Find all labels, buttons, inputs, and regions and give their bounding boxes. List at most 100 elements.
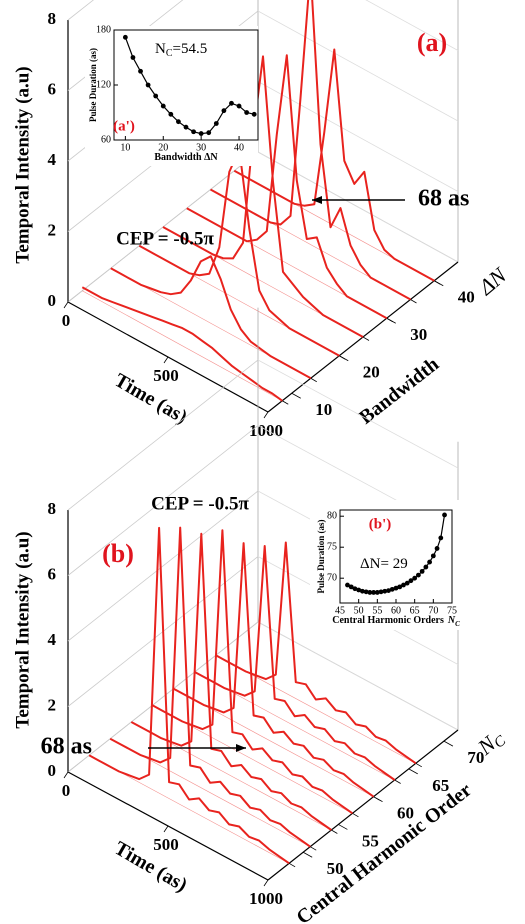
y-tick-label: 120 <box>96 79 111 90</box>
grid-line <box>67 359 259 511</box>
inset-note-main: N <box>155 41 166 57</box>
data-point <box>442 512 447 518</box>
z-axis-title: Temporal Intensity (a.u) <box>12 531 33 728</box>
x-axis-title-main: Central Harmonic Orders <box>332 615 444 626</box>
y-axis-title: Pulse Duration (as) <box>88 48 98 122</box>
y-tick-label: 75 <box>327 541 337 552</box>
y-tick-label: 60 <box>101 134 111 145</box>
y-tick-label: 60 <box>397 804 414 823</box>
trace-depth-tick <box>410 299 417 304</box>
trace-depth-tick <box>394 779 401 784</box>
data-point <box>213 121 219 126</box>
data-point <box>438 535 444 541</box>
grid-line <box>257 81 459 192</box>
data-point <box>229 100 234 106</box>
trace-line <box>109 526 311 848</box>
z-tick-label: 6 <box>48 564 57 583</box>
data-point <box>153 93 159 99</box>
data-point <box>404 580 410 586</box>
trace-depth-tick <box>288 862 296 868</box>
inset-note: ΔN= 29 <box>360 556 408 572</box>
data-point <box>419 568 425 574</box>
data-point <box>427 559 432 565</box>
data-point <box>183 124 189 130</box>
panel-label: (a) <box>417 28 447 57</box>
data-point <box>393 585 399 591</box>
grid-line <box>257 359 459 469</box>
trace-line <box>186 54 388 320</box>
x-tick-label: 10 <box>120 142 130 153</box>
data-point <box>408 578 414 584</box>
panel-label: (b) <box>102 539 134 568</box>
trace-baseline <box>82 290 283 402</box>
y-axis-title: Central Harmonic Order <box>292 779 475 924</box>
y-tick-label: 20 <box>363 363 380 382</box>
trace-depth-tick <box>352 812 359 818</box>
trace-depth-tick <box>434 280 441 285</box>
data-point <box>371 590 376 595</box>
y-tick-label: 80 <box>327 510 337 521</box>
x-axis-title: Time (as) <box>110 369 190 428</box>
y-tick-label: 70 <box>327 572 337 583</box>
grid-line <box>67 425 259 576</box>
data-point <box>138 68 143 74</box>
data-point <box>378 589 384 595</box>
y-tick <box>443 740 454 747</box>
data-point <box>401 582 406 588</box>
y-tick-label: 40 <box>458 288 475 307</box>
inset-background <box>310 500 460 630</box>
inset-note-main: ΔN= 29 <box>360 556 408 572</box>
x-tick-label: 500 <box>153 366 179 385</box>
trace-depth-tick <box>373 796 380 801</box>
trace-line <box>151 529 353 815</box>
arrow-head <box>236 744 246 752</box>
annotation: CEP = -0.5π <box>116 228 214 249</box>
x-tick-label: 0 <box>62 311 71 330</box>
x-tick-label: 0 <box>62 781 71 800</box>
y-tick-label: 65 <box>432 776 449 795</box>
z-tick-label: 2 <box>48 695 57 714</box>
inset-note-rest: =54.5 <box>173 41 208 57</box>
trace-depth-tick <box>339 355 346 360</box>
trace-line <box>210 0 411 301</box>
data-point <box>251 111 257 117</box>
trace-line <box>194 545 396 781</box>
x-tick-label: 75 <box>447 605 457 616</box>
x-axis-title-main: Bandwidth ΔN <box>154 152 218 163</box>
trace-depth-tick <box>362 336 370 341</box>
x-tick-label: 55 <box>372 605 382 616</box>
data-point <box>168 111 174 117</box>
z-axis-title: Temporal Intensity (a.u) <box>12 66 33 263</box>
x-tick-label: 20 <box>158 142 168 153</box>
z-tick-label: 8 <box>48 499 57 518</box>
arrow-label: 68 as <box>41 734 92 760</box>
y-tick-label: 10 <box>315 400 332 419</box>
x-axis-title: Bandwidth ΔN <box>154 152 218 163</box>
x-tick-label: 30 <box>196 142 206 153</box>
y-tick <box>408 768 418 775</box>
grid-line <box>67 621 259 773</box>
data-point <box>360 588 365 594</box>
data-point <box>389 586 395 592</box>
data-point <box>382 588 388 594</box>
inset-note: NC=54.5 <box>155 41 207 59</box>
data-point <box>244 110 250 115</box>
x-tick-label: 1000 <box>249 421 283 440</box>
trace-depth-tick <box>386 317 393 323</box>
data-point <box>345 582 350 588</box>
z-tick-label: 0 <box>48 291 57 310</box>
z-tick-label: 4 <box>48 630 57 649</box>
z-tick-label: 8 <box>48 9 57 28</box>
z-tick-label: 2 <box>48 220 57 239</box>
x-tick-label: 45 <box>335 605 345 616</box>
y-axis-symbol: ΔN <box>473 262 512 300</box>
data-point <box>176 119 181 125</box>
x-axis-title: Time (as) <box>110 837 190 896</box>
data-point <box>122 34 128 40</box>
y-tick-label: 70 <box>467 748 484 767</box>
data-point <box>434 546 440 551</box>
x-axis-symbol: N <box>447 615 456 626</box>
y-tick <box>302 851 313 858</box>
trace-depth-tick <box>310 846 317 851</box>
